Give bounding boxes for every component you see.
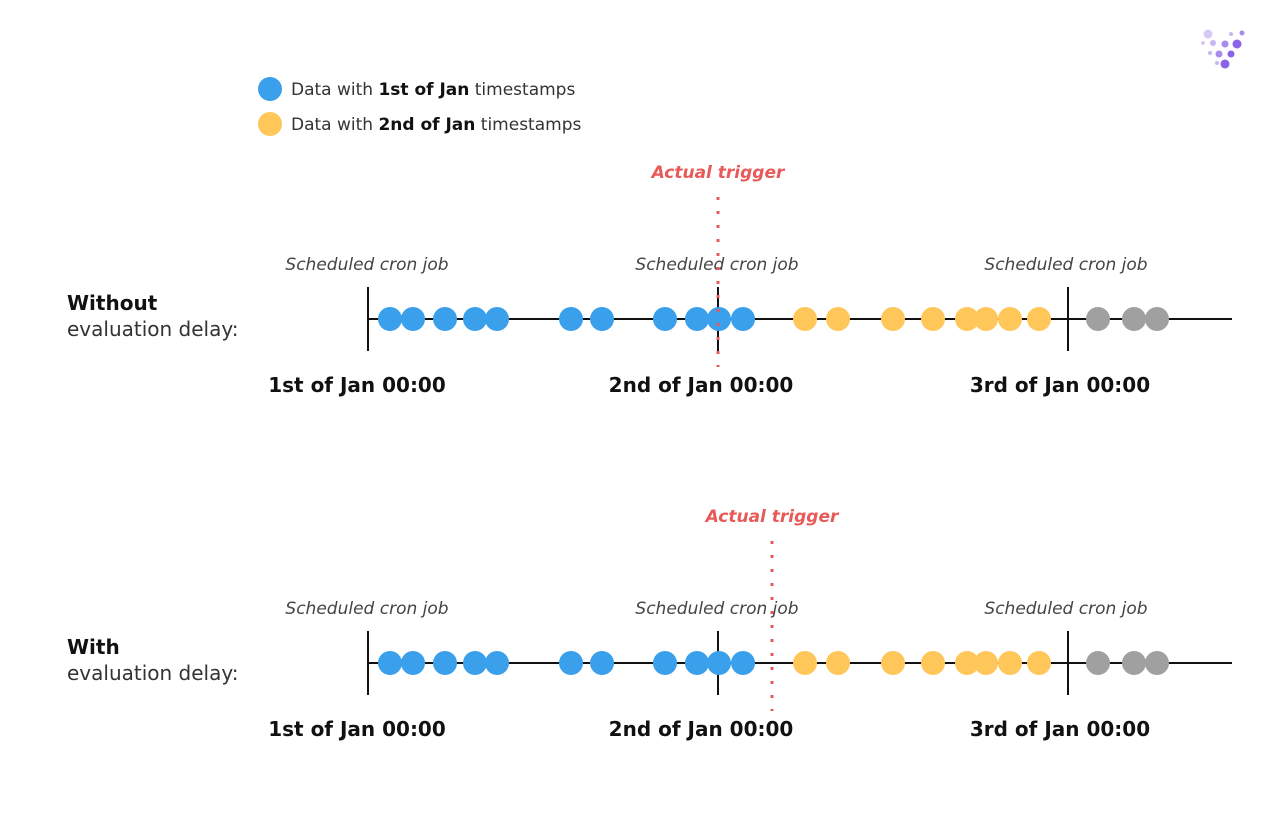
data-point-jan1 [559, 307, 583, 331]
logo-dot [1203, 29, 1213, 39]
timeline-without-delay: Without evaluation delay: Scheduled cron… [67, 163, 1232, 397]
data-point-jan2 [974, 651, 998, 675]
data-point-jan2 [793, 307, 817, 331]
date-label: 2nd of Jan 00:00 [609, 717, 794, 741]
row-subtitle-without: evaluation delay: [67, 317, 238, 341]
cron-label: Scheduled cron job [285, 255, 448, 275]
data-point-jan2 [793, 651, 817, 675]
data-point-jan1 [653, 307, 677, 331]
dots-logo-icon [1201, 29, 1245, 69]
legend-swatch-blue [258, 77, 282, 101]
date-label: 2nd of Jan 00:00 [609, 373, 794, 397]
data-point-jan1 [707, 307, 731, 331]
data-point-jan2 [921, 651, 945, 675]
logo-dot [1210, 40, 1216, 46]
data-point-jan1 [378, 651, 402, 675]
legend-item-1st-of-jan: Data with 1st of Jan timestamps [258, 77, 575, 101]
data-point-jan1 [433, 651, 457, 675]
logo-dot [1229, 32, 1233, 36]
cron-label: Scheduled cron job [984, 599, 1147, 619]
data-point-jan2 [1027, 307, 1051, 331]
data-point-jan1 [559, 651, 583, 675]
row-title-without: Without [67, 291, 158, 315]
logo-dot [1208, 51, 1212, 55]
logo-dot [1220, 59, 1230, 69]
date-label: 3rd of Jan 00:00 [970, 373, 1150, 397]
cron-label: Scheduled cron job [635, 599, 798, 619]
date-label: 1st of Jan 00:00 [268, 717, 446, 741]
data-point-jan1 [731, 307, 755, 331]
cron-label: Scheduled cron job [984, 255, 1147, 275]
actual-trigger-label: Actual trigger [704, 507, 840, 527]
legend-item-2nd-of-jan: Data with 2nd of Jan timestamps [258, 112, 581, 136]
data-point-jan2 [881, 651, 905, 675]
logo-dot [1227, 50, 1235, 58]
data-point-jan2 [826, 307, 850, 331]
data-point-jan2 [1027, 651, 1051, 675]
logo-dot [1232, 39, 1242, 49]
data-point-jan1 [433, 307, 457, 331]
legend-label-1st-of-jan: Data with 1st of Jan timestamps [291, 80, 575, 100]
timeline-with-delay: With evaluation delay: Scheduled cron jo… [67, 507, 1232, 741]
data-point-jan3 [1145, 307, 1169, 331]
data-point-jan1 [731, 651, 755, 675]
row-title-with: With [67, 635, 120, 659]
date-label: 1st of Jan 00:00 [268, 373, 446, 397]
data-point-jan1 [485, 651, 509, 675]
cron-label: Scheduled cron job [635, 255, 798, 275]
logo-dot [1221, 40, 1229, 48]
actual-trigger-label: Actual trigger [650, 163, 786, 183]
data-point-jan2 [826, 651, 850, 675]
data-point-jan3 [1122, 307, 1146, 331]
data-point-jan1 [653, 651, 677, 675]
legend-label-2nd-of-jan: Data with 2nd of Jan timestamps [291, 115, 581, 135]
data-point-jan2 [955, 307, 979, 331]
data-point-jan3 [1086, 651, 1110, 675]
logo-dot [1215, 50, 1223, 58]
legend-swatch-yellow [258, 112, 282, 136]
data-point-jan1 [590, 307, 614, 331]
data-point-jan1 [401, 651, 425, 675]
logo-dot [1239, 30, 1245, 36]
data-point-jan2 [998, 307, 1022, 331]
data-point-jan3 [1086, 307, 1110, 331]
data-point-jan1 [463, 307, 487, 331]
data-point-jan1 [485, 307, 509, 331]
date-label: 3rd of Jan 00:00 [970, 717, 1150, 741]
data-point-jan1 [685, 307, 709, 331]
cron-label: Scheduled cron job [285, 599, 448, 619]
data-point-jan1 [378, 307, 402, 331]
data-point-jan2 [974, 307, 998, 331]
data-point-jan2 [881, 307, 905, 331]
data-point-jan1 [685, 651, 709, 675]
legend: Data with 1st of Jan timestamps Data wit… [258, 77, 581, 136]
data-point-jan3 [1122, 651, 1146, 675]
data-point-jan1 [401, 307, 425, 331]
logo-dot [1201, 41, 1205, 45]
data-point-jan2 [921, 307, 945, 331]
data-point-jan2 [998, 651, 1022, 675]
logo-dot [1215, 61, 1219, 65]
row-subtitle-with: evaluation delay: [67, 661, 238, 685]
data-point-jan1 [463, 651, 487, 675]
data-point-jan3 [1145, 651, 1169, 675]
data-point-jan1 [707, 651, 731, 675]
data-point-jan2 [955, 651, 979, 675]
data-point-jan1 [590, 651, 614, 675]
